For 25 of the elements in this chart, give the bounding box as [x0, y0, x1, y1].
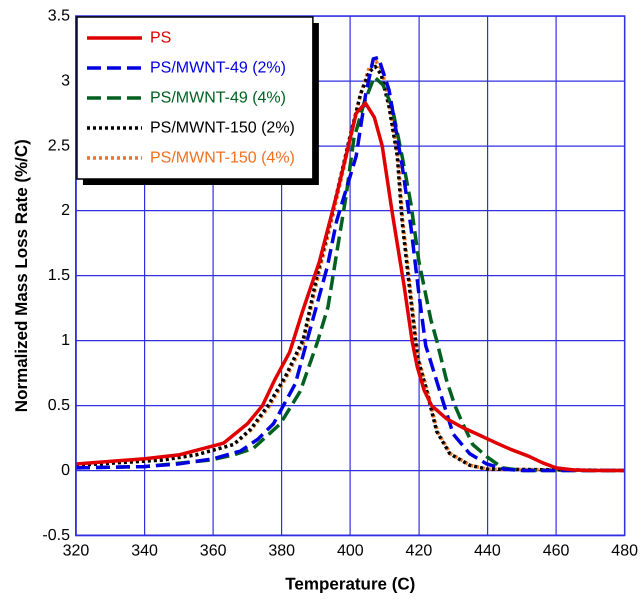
x-tick-label: 340 [131, 542, 158, 560]
y-tick-label: 2.5 [48, 137, 70, 154]
y-tick-label: 2 [61, 202, 70, 220]
x-axis-title: Temperature (C) [285, 574, 416, 594]
y-tick-label: 3.5 [48, 7, 70, 24]
y-tick-label: 3 [61, 72, 70, 90]
y-tick-label: 0 [61, 462, 70, 479]
x-tick-label: 440 [474, 542, 501, 560]
x-tick-label: 480 [611, 542, 638, 560]
x-tick-label: 360 [200, 542, 227, 560]
x-tick-label: 400 [336, 542, 364, 560]
y-tick-label: 1.5 [48, 267, 70, 284]
x-tick-label: 420 [406, 542, 432, 560]
y-tick-label: 1 [61, 332, 70, 350]
legend-label: PS/MWNT-150 (4%) [150, 149, 295, 166]
y-axis-title: Normalized Mass Loss Rate (%/C) [12, 139, 31, 412]
legend-label: PS [150, 29, 172, 46]
x-tick-label: 460 [542, 542, 570, 560]
legend-label: PS/MWNT-49 (2%) [150, 59, 286, 76]
y-tick-label: -0.5 [42, 526, 70, 544]
x-tick-label: 320 [62, 542, 90, 560]
y-tick-label: 0.5 [48, 396, 70, 414]
legend-label: PS/MWNT-49 (4%) [150, 89, 286, 106]
legend-label: PS/MWNT-150 (2%) [150, 119, 295, 136]
x-tick-label: 380 [268, 542, 296, 560]
